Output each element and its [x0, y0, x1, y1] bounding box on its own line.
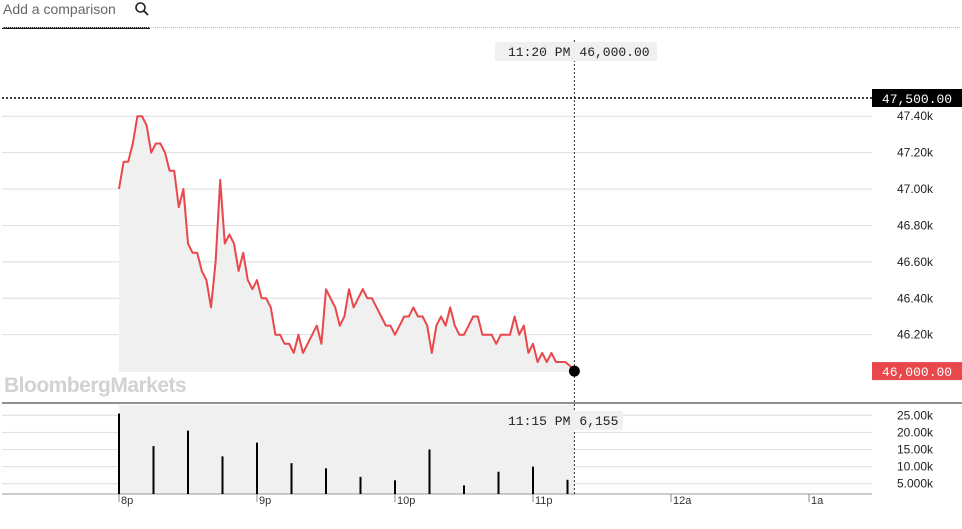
- price-tick-label: 47.00k: [897, 182, 934, 196]
- crosshair-volume-time-label: 11:15 PM: [508, 414, 570, 429]
- price-area: [119, 116, 575, 372]
- current-price-badge: [872, 362, 962, 381]
- search-icon[interactable]: [134, 1, 150, 17]
- reference-badge: [872, 89, 962, 107]
- top-divider: [2, 27, 960, 28]
- search-input[interactable]: Add a comparison: [3, 1, 116, 17]
- volume-tick-label: 25.00k: [897, 408, 934, 422]
- price-tick-label: 46.60k: [897, 255, 934, 269]
- price-tick-label: 46.20k: [897, 328, 934, 342]
- price-line: [118, 115, 576, 372]
- x-tick-label: 9p: [259, 495, 271, 507]
- crosshair-price-label: 46,000.00: [579, 45, 649, 60]
- crosshair-volume-value-label: 6,155: [579, 414, 618, 429]
- volume-tick-label: 15.00k: [897, 443, 934, 457]
- volume-tick-label: 10.00k: [897, 460, 934, 474]
- x-tick-label: 11p: [535, 495, 553, 507]
- current-price-label: 46,000.00: [882, 365, 952, 380]
- comparison-search[interactable]: Add a comparison: [2, 0, 150, 29]
- volume-tick-label: 20.00k: [897, 425, 934, 439]
- reference-label: 47,500.00: [882, 92, 952, 107]
- volume-tick-label: 5.000k: [897, 477, 934, 491]
- crosshair-price-box: [495, 42, 657, 61]
- x-tick-label: 12a: [673, 495, 692, 507]
- x-tick-label: 1a: [811, 495, 824, 507]
- price-tick-label: 47.40k: [897, 109, 934, 123]
- x-tick-label: 8p: [121, 495, 133, 507]
- x-tick-label: 10p: [397, 495, 415, 507]
- price-tick-label: 47.20k: [897, 146, 934, 160]
- crosshair-volume-box: [495, 411, 623, 430]
- price-tick-label: 46.80k: [897, 218, 934, 232]
- current-price-marker: [568, 365, 580, 377]
- crosshair-time-label: 11:20 PM: [508, 45, 570, 60]
- bloomberg-watermark: BloombergMarkets: [4, 374, 187, 397]
- price-tick-label: 46.40k: [897, 291, 934, 305]
